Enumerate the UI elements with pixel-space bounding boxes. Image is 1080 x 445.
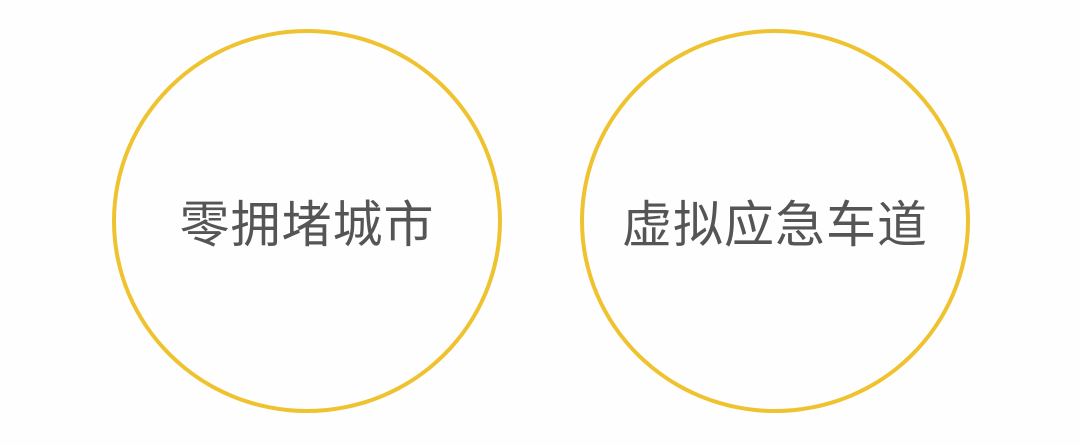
circle-virtual-emergency-lane: 虚拟应急车道 (580, 29, 970, 413)
circle-zero-congestion-city: 零拥堵城市 (112, 29, 502, 413)
circle-label-left: 零拥堵城市 (179, 196, 435, 254)
circle-label-right: 虚拟应急车道 (622, 196, 928, 254)
